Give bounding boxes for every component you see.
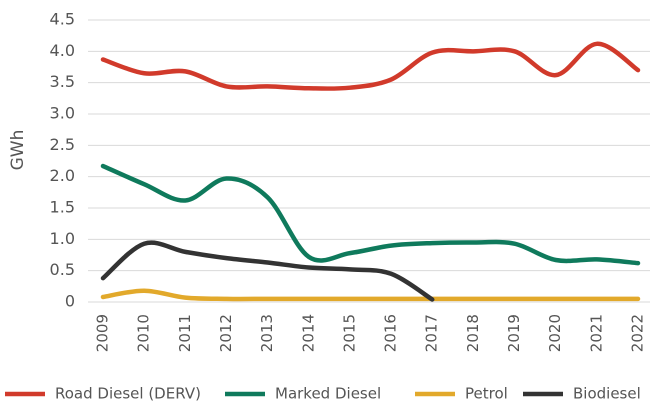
series-line <box>100 240 435 302</box>
series-line <box>100 163 641 266</box>
x-tick-label: 2021 <box>587 314 605 352</box>
x-tick-label: 2012 <box>217 314 235 352</box>
legend-label: Road Diesel (DERV) <box>55 385 201 403</box>
y-tick-label: 3.0 <box>50 104 75 123</box>
series-line <box>100 288 641 302</box>
y-tick-label: 1.5 <box>50 198 75 217</box>
legend-label: Biodiesel <box>573 385 641 403</box>
series-line <box>100 41 641 91</box>
x-tick-label: 2017 <box>423 314 441 352</box>
x-tick-label: 2015 <box>340 314 358 352</box>
y-tick-label: 2.5 <box>50 135 75 154</box>
x-tick-label: 2020 <box>546 314 564 352</box>
legend-label: Petrol <box>465 385 508 403</box>
x-tick-label: 2013 <box>258 314 276 352</box>
x-tick-label: 2009 <box>94 314 112 352</box>
x-tick-label: 2011 <box>176 314 194 352</box>
y-axis-label: GWh <box>8 130 28 171</box>
y-tick-label: 2.0 <box>50 166 75 185</box>
x-tick-label: 2010 <box>135 314 153 352</box>
y-tick-label: 1.0 <box>50 229 75 248</box>
y-tick-label: 0.5 <box>50 260 75 279</box>
x-tick-label: 2016 <box>382 314 400 352</box>
x-tick-label: 2018 <box>464 314 482 352</box>
x-tick-label: 2022 <box>629 314 647 352</box>
y-tick-label: 0 <box>65 292 75 311</box>
legend-label: Marked Diesel <box>275 385 381 403</box>
y-tick-label: 4.0 <box>50 41 75 60</box>
y-tick-label: 3.5 <box>50 72 75 91</box>
x-tick-label: 2014 <box>299 314 317 352</box>
y-tick-label: 4.5 <box>50 10 75 29</box>
x-tick-label: 2019 <box>505 314 523 352</box>
